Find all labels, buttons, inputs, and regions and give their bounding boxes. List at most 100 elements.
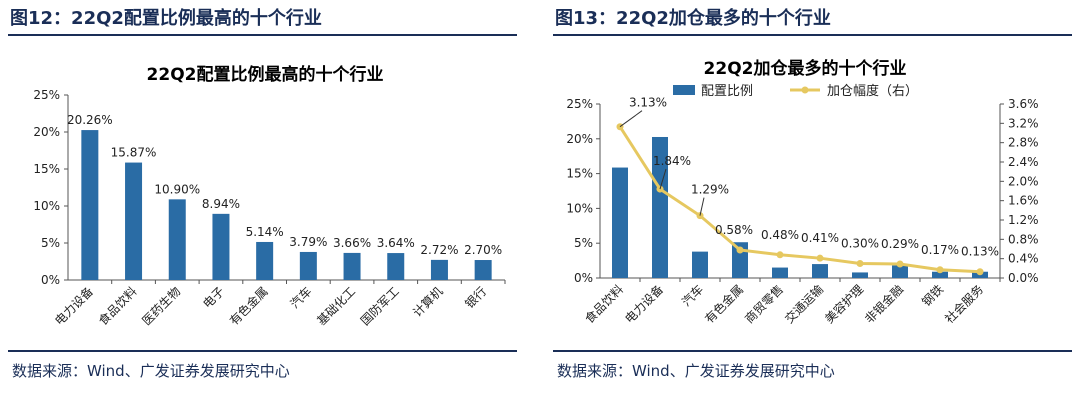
x-category-label: 汽车: [679, 282, 707, 310]
bar: [812, 264, 828, 278]
x-category-label: 交通运输: [782, 282, 827, 327]
line-value-label: 0.58%: [715, 223, 753, 237]
y-tick-label: 25%: [33, 88, 60, 102]
bar: [932, 271, 948, 278]
bar: [343, 252, 361, 280]
bar: [168, 199, 186, 280]
bar-value-label: 3.79%: [289, 235, 327, 249]
left-tick-label: 25%: [566, 97, 593, 111]
bar-value-label: 5.14%: [246, 225, 284, 239]
right-tick-label: 2.0%: [1008, 174, 1039, 188]
x-category-label: 美容护理: [822, 282, 867, 327]
bar: [612, 167, 628, 278]
right-tick-label: 2.8%: [1008, 136, 1039, 150]
line-point: [976, 268, 984, 276]
x-category-label: 有色金属: [702, 282, 747, 327]
figure-12-top-rule: [8, 34, 517, 36]
left-tick-label: 15%: [566, 167, 593, 181]
label-leader-line: [619, 110, 643, 128]
figure-13-top-rule: [553, 34, 1072, 36]
chart-top10-increase: 22Q2加仓最多的十个行业 配置比例 加仓幅度（右） 0% 5% 10% 15% 20% 2…: [566, 58, 1039, 327]
line-point: [896, 260, 904, 268]
x-category-label: 社会服务: [942, 282, 987, 327]
figure-12-panel: 图12：22Q2配置比例最高的十个行业 22Q2配置比例最高的十个行业 0% 5%…: [0, 0, 525, 402]
line-value-label: 0.30%: [841, 237, 879, 251]
line-value-label: 0.48%: [761, 228, 799, 242]
bar: [125, 162, 143, 280]
line-point: [776, 251, 784, 259]
figure-12-title: 图12：22Q2配置比例最高的十个行业: [10, 8, 322, 29]
bar: [212, 213, 230, 280]
figure-12-source: 数据来源：Wind、广发证券发展研究中心: [12, 362, 290, 380]
right-tick-label: 0.8%: [1008, 232, 1039, 246]
line-point: [616, 123, 624, 131]
x-category-label: 非银金融: [862, 282, 907, 327]
figure-12-bottom-rule: [8, 350, 517, 352]
label-leader-line: [699, 197, 705, 216]
bar: [892, 265, 908, 278]
bar: [256, 241, 274, 280]
bar-value-label: 20.26%: [67, 113, 113, 127]
y-tick-label: 15%: [33, 162, 60, 176]
x-category-label: 基础化工: [314, 284, 358, 328]
x-category-label: 商贸零售: [742, 282, 787, 327]
line-point: [856, 260, 864, 267]
chart-1-title: 22Q2配置比例最高的十个行业: [147, 64, 384, 85]
line-value-label: 3.13%: [629, 96, 667, 110]
bar-value-label: 2.70%: [464, 243, 502, 257]
right-tick-label: 3.6%: [1008, 97, 1039, 111]
bar-value-label: 3.66%: [333, 236, 371, 250]
increase-line: [618, 125, 981, 274]
figure-13-source: 数据来源：Wind、广发证券发展研究中心: [557, 362, 835, 380]
right-tick-label: 2.4%: [1008, 155, 1039, 169]
line-value-label: 0.41%: [801, 231, 839, 245]
line-value-label: 1.29%: [691, 183, 729, 197]
chart-top10-allocation: 22Q2配置比例最高的十个行业 0% 5% 10% 15% 20% 25% 20.26% 1…: [33, 64, 506, 329]
bar: [387, 253, 405, 280]
bar: [299, 251, 317, 280]
x-category-label: 电力设备: [622, 282, 666, 326]
line-value-label: 1.84%: [653, 154, 691, 168]
right-tick-label: 0.0%: [1008, 271, 1039, 285]
left-tick-label: 20%: [566, 132, 593, 146]
x-category-label: 有色金属: [226, 284, 271, 329]
legend-bar-swatch: [673, 85, 695, 95]
right-tick-label: 3.2%: [1008, 116, 1039, 130]
right-tick-label: 1.2%: [1008, 213, 1039, 227]
x-category-label: 汽车: [287, 284, 315, 312]
x-category-label: 医药生物: [140, 284, 184, 328]
line-point: [736, 246, 744, 254]
bar: [852, 272, 868, 278]
bar-value-label: 15.87%: [111, 146, 157, 160]
x-category-label: 电子: [200, 284, 227, 311]
figure-13-bottom-rule: [553, 350, 1072, 352]
bar: [772, 267, 788, 278]
y-tick-label: 5%: [41, 236, 60, 250]
x-category-label: 钢铁: [919, 282, 946, 309]
chart-2-title: 22Q2加仓最多的十个行业: [704, 58, 907, 79]
x-category-label: 食品饮料: [95, 284, 140, 329]
left-tick-label: 0%: [574, 271, 593, 285]
bar: [81, 130, 99, 280]
y-tick-label: 20%: [33, 125, 60, 139]
x-category-label: 国防军工: [357, 284, 402, 329]
y-tick-label: 0%: [41, 273, 60, 287]
line-point: [936, 266, 944, 274]
line-value-label: 0.13%: [961, 245, 999, 259]
legend-line-marker: [801, 86, 809, 94]
y-tick-label: 10%: [33, 199, 60, 213]
line-value-label: 0.29%: [881, 237, 919, 251]
legend-bar-label: 配置比例: [701, 84, 753, 99]
bar-value-label: 10.90%: [154, 182, 200, 196]
figure-13-panel: 图13：22Q2加仓最多的十个行业 22Q2加仓最多的十个行业 配置比例 加仓幅度…: [545, 0, 1080, 402]
label-leader-line: [659, 168, 667, 190]
legend-line-label: 加仓幅度（右）: [827, 83, 918, 99]
x-category-label: 电力设备: [52, 284, 96, 328]
bar: [474, 260, 492, 280]
x-category-label: 计算机: [409, 284, 445, 320]
figure-13-title: 图13：22Q2加仓最多的十个行业: [555, 8, 831, 29]
right-tick-label: 0.4%: [1008, 252, 1039, 266]
line-point: [816, 254, 824, 262]
right-tick-label: 1.6%: [1008, 194, 1039, 208]
bar-value-label: 2.72%: [420, 243, 458, 257]
